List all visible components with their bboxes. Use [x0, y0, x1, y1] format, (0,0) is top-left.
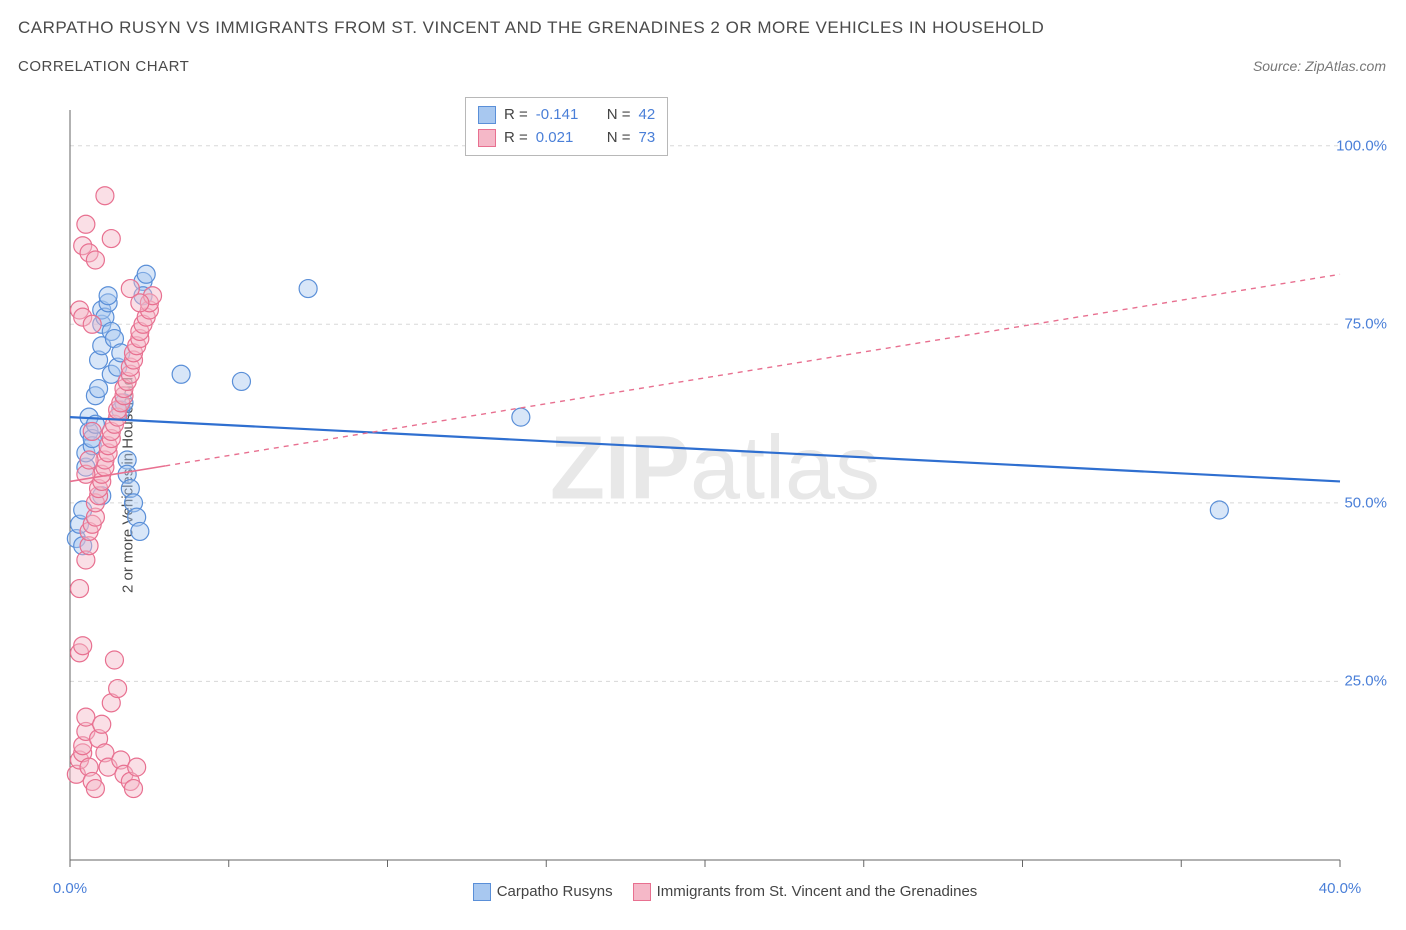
legend-label: Carpatho Rusyns — [497, 883, 613, 900]
stats-row: R =-0.141N =42 — [478, 104, 655, 127]
legend-swatch — [478, 106, 496, 124]
stats-box: R =-0.141N =42R =0.021N =73 — [465, 97, 668, 156]
y-tick-label: 75.0% — [1344, 316, 1387, 333]
y-tick-label: 50.0% — [1344, 494, 1387, 511]
y-tick-label: 25.0% — [1344, 673, 1387, 690]
stats-row: R =0.021N =73 — [478, 127, 655, 150]
x-tick-label: 40.0% — [1319, 880, 1362, 897]
y-tick-label: 100.0% — [1336, 137, 1387, 154]
title-sub: CORRELATION CHART — [18, 58, 189, 75]
legend-label: Immigrants from St. Vincent and the Gren… — [657, 883, 978, 900]
legend-swatch — [478, 129, 496, 147]
chart-area: 2 or more Vehicles in Household ZIPatlas… — [45, 95, 1385, 875]
legend-swatch — [473, 883, 491, 901]
bottom-legend: Carpatho Rusyns Immigrants from St. Vince… — [45, 883, 1385, 901]
x-tick-label: 0.0% — [53, 880, 87, 897]
legend-swatch — [633, 883, 651, 901]
scatter-plot — [45, 95, 1385, 875]
title-main: CARPATHO RUSYN VS IMMIGRANTS FROM ST. VI… — [18, 18, 1044, 38]
source-label: Source: ZipAtlas.com — [1253, 58, 1386, 74]
